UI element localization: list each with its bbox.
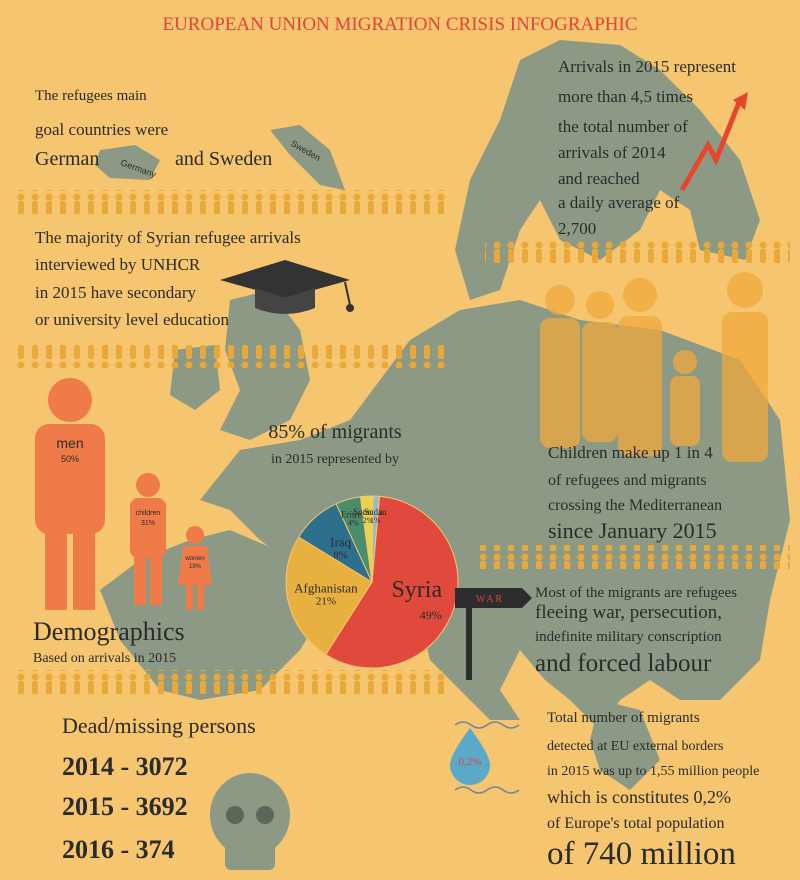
- goal-text: goal countries were: [35, 120, 168, 139]
- goal-text: The refugees main: [35, 88, 147, 104]
- goal-text: German: [35, 148, 99, 170]
- goal-text: and Sweden: [175, 148, 272, 170]
- children-line: since January 2015: [548, 518, 717, 543]
- slice-label: Syria: [391, 577, 442, 603]
- dead-row: 2015 - 3692: [62, 792, 188, 821]
- education-line: interviewed by UNHCR: [35, 255, 201, 274]
- slice-value: 1%: [370, 516, 381, 525]
- slice-label: Iraq: [330, 535, 351, 550]
- pie-title: 85% of migrants: [268, 421, 402, 443]
- dead-title: Dead/missing persons: [62, 713, 256, 738]
- education-line: in 2015 have secondary: [35, 283, 196, 302]
- slice-value: 2%: [363, 516, 374, 525]
- arrivals-line: and reached: [558, 169, 640, 188]
- drop: [450, 728, 490, 785]
- total-line: in 2015 was up to 1,55 million people: [547, 764, 759, 779]
- education-line: The majority of Syrian refugee arrivals: [35, 228, 301, 247]
- demographic-figures: [35, 378, 212, 610]
- arrivals-line: 2,700: [558, 219, 596, 238]
- slice-value: 4%: [348, 519, 359, 528]
- total-line: Total number of migrants: [547, 710, 700, 726]
- war-sign: [455, 588, 532, 680]
- war-line: indefinite military conscription: [535, 629, 722, 645]
- war-line: Most of the migrants are refugees: [535, 585, 737, 601]
- pie-slice: [325, 495, 459, 669]
- demographics-subtitle: Based on arrivals in 2015: [33, 651, 176, 666]
- education-text: The majority of Syrian refugee arrivals …: [35, 228, 301, 329]
- graduation-cap: [220, 260, 354, 314]
- war-line: and forced labour: [535, 650, 712, 677]
- dead-row: 2014 - 3072: [62, 752, 188, 781]
- war-sign-label: WAR: [476, 594, 504, 605]
- total-line: of Europe's total population: [547, 815, 725, 832]
- pie-slice: [285, 536, 373, 656]
- pie-slice: [371, 495, 381, 583]
- slice-label: Somalia: [353, 507, 383, 517]
- arrivals-line: Arrivals in 2015 represent: [558, 57, 736, 76]
- children-text: Children make up 1 in 4 of refugees and …: [548, 443, 722, 543]
- dead-row: 2016 - 374: [62, 835, 175, 864]
- slice-value: 8%: [333, 549, 348, 561]
- slice-label: Afghanistan: [294, 581, 358, 596]
- children-line: of refugees and migrants: [548, 472, 707, 489]
- drop-label: 0,2%: [459, 756, 482, 768]
- arrivals-text: Arrivals in 2015 represent more than 4,5…: [558, 57, 736, 238]
- slice-label: Sudan: [364, 507, 387, 517]
- waves: [454, 721, 520, 794]
- total-line: detected at EU external borders: [547, 739, 723, 754]
- group-share: 50%: [61, 454, 79, 464]
- group-label: children: [136, 510, 161, 517]
- group-share: 19%: [189, 564, 202, 570]
- total-line: of 740 million: [547, 836, 736, 872]
- pie-subtitle: in 2015 represented by: [271, 452, 399, 467]
- skull: [210, 773, 290, 870]
- family-silhouettes: [540, 272, 768, 462]
- slice-value: 21%: [316, 595, 336, 607]
- page-title: EUROPEAN UNION MIGRATION CRISIS INFOGRAP…: [162, 14, 637, 35]
- children-line: Children make up 1 in 4: [548, 443, 713, 462]
- war-line: fleeing war, persecution,: [535, 602, 722, 623]
- growth-arrow: [679, 99, 743, 192]
- group-label: men: [56, 435, 83, 451]
- arrivals-line: a daily average of: [558, 193, 680, 212]
- slice-label: Eritrea: [341, 510, 365, 520]
- people-rows: [15, 190, 790, 694]
- demographics-title: Demographics: [33, 617, 185, 646]
- arrivals-line: the total number of: [558, 117, 688, 136]
- growth-arrow-head: [733, 92, 748, 110]
- education-line: or university level education: [35, 310, 230, 329]
- arrivals-line: more than 4,5 times: [558, 87, 693, 106]
- group-label: women: [184, 556, 204, 562]
- slice-value: 49%: [420, 608, 442, 622]
- group-share: 31%: [141, 520, 155, 527]
- arrivals-line: arrivals of 2014: [558, 143, 666, 162]
- total-line: which is constitutes 0,2%: [547, 787, 731, 807]
- children-line: crossing the Mediterranean: [548, 497, 722, 514]
